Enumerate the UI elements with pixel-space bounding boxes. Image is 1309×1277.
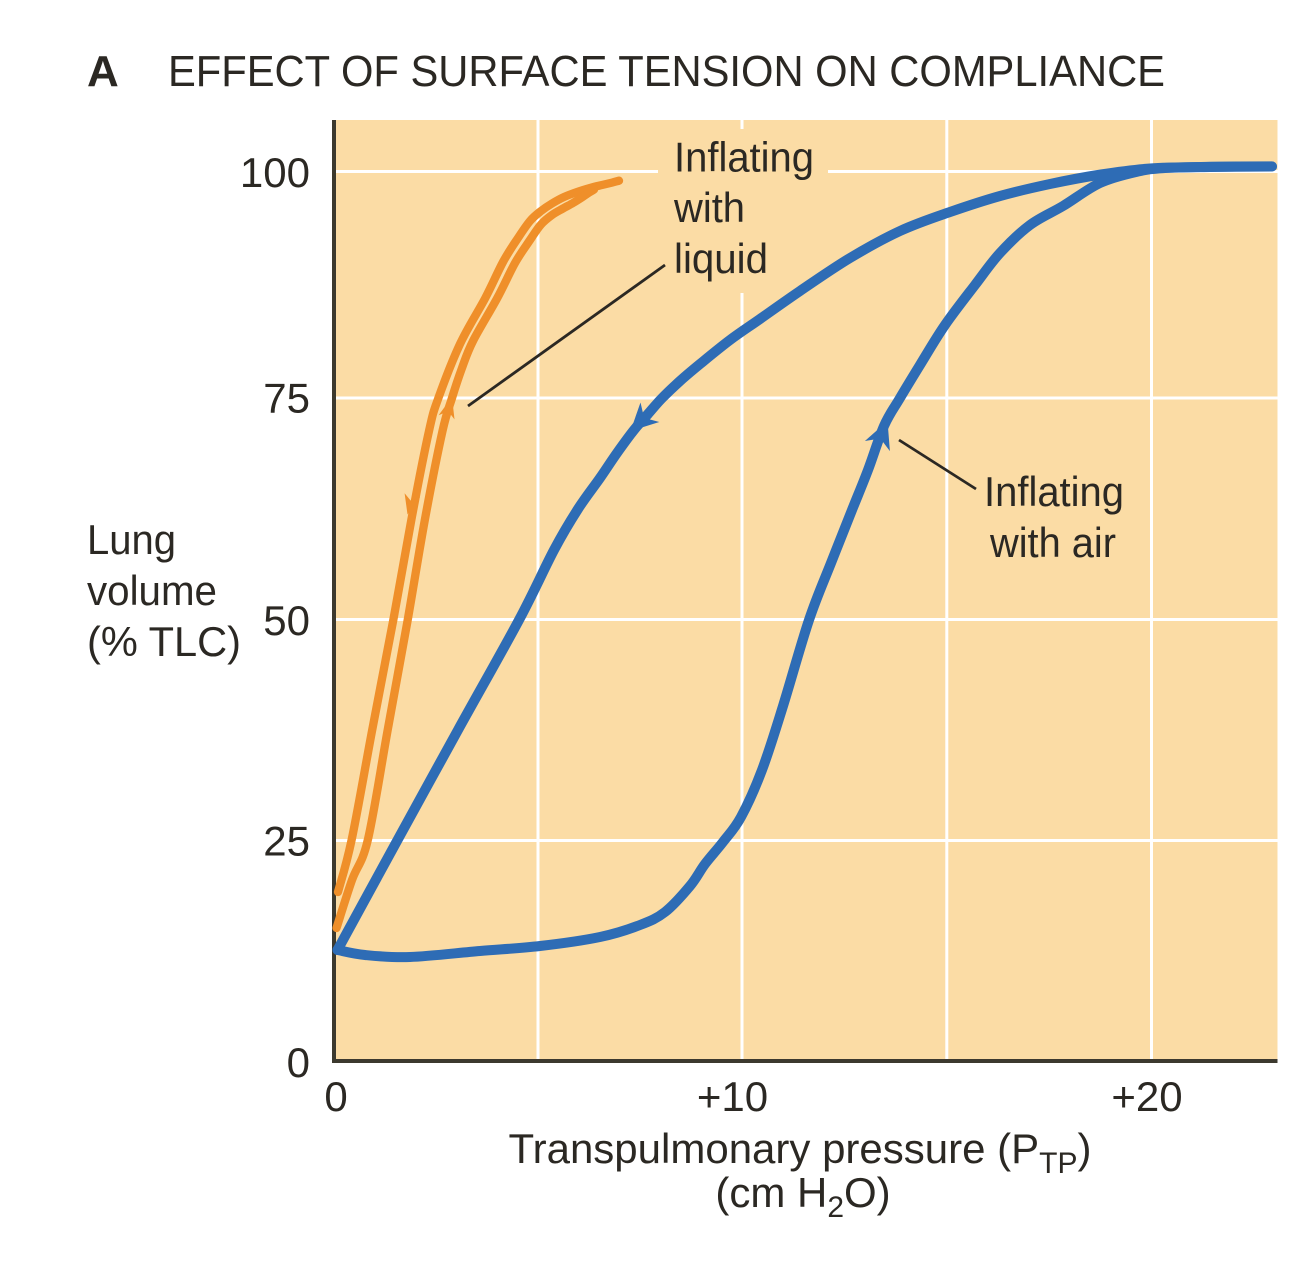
- svg-text:Transpulmonary pressure (PTP): Transpulmonary pressure (PTP): [509, 1125, 1092, 1180]
- svg-text:A: A: [87, 47, 119, 96]
- svg-text:liquid: liquid: [674, 235, 768, 282]
- svg-text:Inflating: Inflating: [674, 133, 814, 180]
- svg-text:Inflating: Inflating: [984, 468, 1124, 515]
- svg-text:75: 75: [263, 375, 310, 422]
- svg-text:0: 0: [324, 1073, 347, 1120]
- svg-text:with: with: [673, 184, 745, 231]
- svg-text:(cm H2O): (cm H2O): [715, 1169, 890, 1224]
- svg-text:0: 0: [287, 1039, 310, 1086]
- svg-text:volume: volume: [87, 567, 217, 614]
- svg-text:(% TLC): (% TLC): [87, 618, 241, 665]
- svg-text:+20: +20: [1111, 1073, 1182, 1120]
- svg-text:+10: +10: [697, 1073, 768, 1120]
- svg-text:25: 25: [263, 818, 310, 865]
- svg-text:EFFECT OF SURFACE TENSION ON C: EFFECT OF SURFACE TENSION ON COMPLIANCE: [168, 47, 1165, 96]
- svg-text:with air: with air: [989, 519, 1116, 566]
- svg-text:50: 50: [263, 597, 310, 644]
- svg-text:Lung: Lung: [87, 516, 176, 563]
- svg-text:100: 100: [240, 149, 310, 196]
